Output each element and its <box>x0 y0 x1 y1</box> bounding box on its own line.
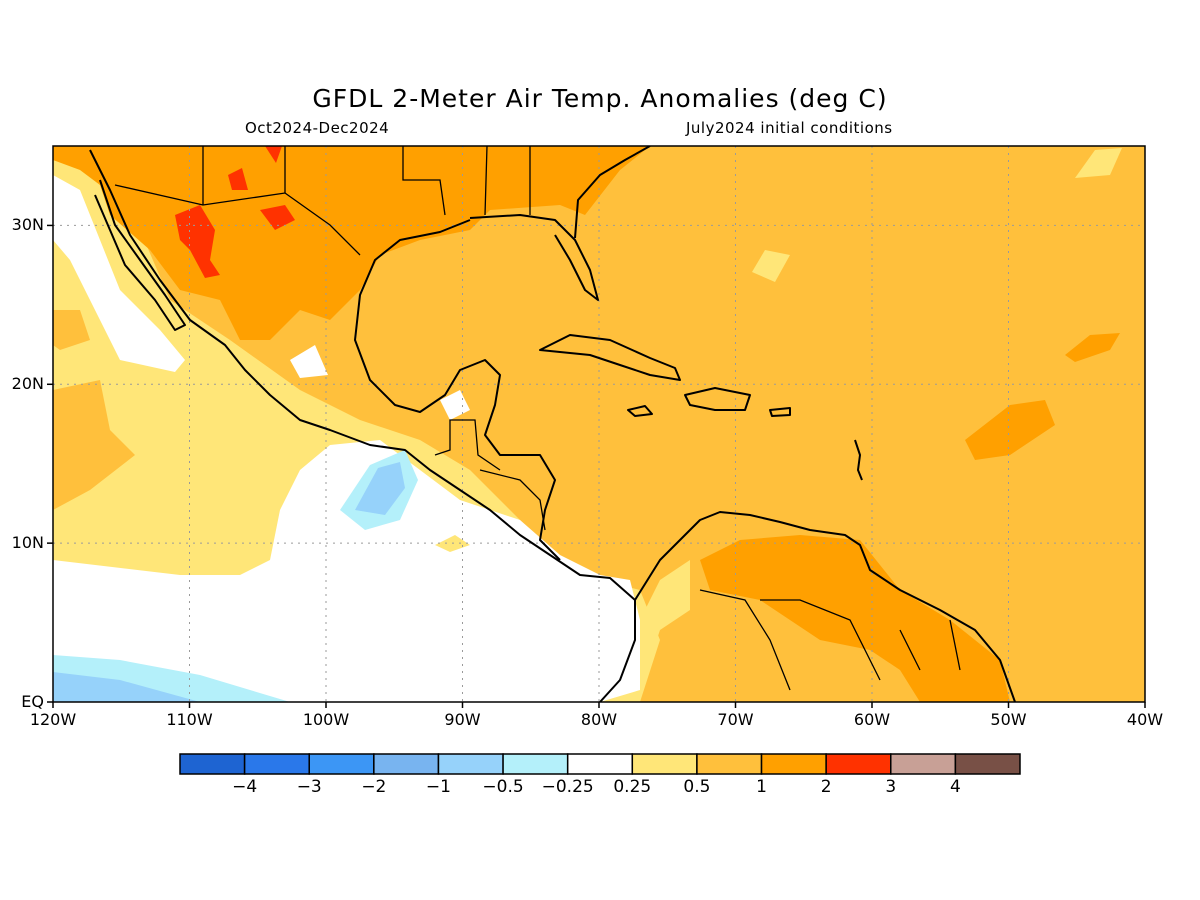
coast-mexico-pacific <box>89 149 636 702</box>
coast-puerto-rico <box>769 407 791 417</box>
lon-tick-label: 40W <box>1126 710 1164 729</box>
colorbar-label: 0.5 <box>683 777 711 797</box>
colorbar-swatch <box>373 753 440 775</box>
colorbar-label: 1 <box>756 777 767 797</box>
colorbar-label: −0.25 <box>541 777 594 797</box>
colorbar-swatch <box>954 753 1021 775</box>
anomaly-band-warm-south-america <box>700 535 1010 702</box>
colorbar-swatch <box>631 753 698 775</box>
border-guianas <box>899 619 961 671</box>
lat-tick-label: 10N <box>11 533 44 553</box>
lat-tick-label: 30N <box>11 215 44 235</box>
coast-florida <box>469 214 599 301</box>
anomaly-band-cool-eq <box>53 672 200 702</box>
anomaly-band-warm-atlantic-ne <box>1065 333 1120 362</box>
colorbar <box>179 753 1021 775</box>
coast-jamaica <box>627 405 653 417</box>
anomaly-band-slight-atlantic <box>752 250 790 282</box>
colorbar-swatch <box>502 753 569 775</box>
lon-tick-label: 60W <box>853 710 891 729</box>
colorbar-swatch <box>890 753 957 775</box>
forecast-period: Oct2024-Dec2024 <box>245 119 390 137</box>
colorbar-label: −4 <box>232 777 258 797</box>
colorbar-label: −2 <box>361 777 387 797</box>
lon-tick-label: 90W <box>444 710 481 729</box>
colorbar-swatch <box>825 753 892 775</box>
anomaly-band-neutral-baja <box>53 175 185 372</box>
lon-tick-label: 80W <box>580 710 618 729</box>
lon-tick-label: 120W <box>29 710 77 729</box>
colorbar-swatch <box>437 753 504 775</box>
border-colombia-venezuela <box>699 589 881 691</box>
map-title: GFDL 2-Meter Air Temp. Anomalies (deg C) <box>312 84 888 113</box>
anomaly-band-slight-colombia <box>600 560 690 702</box>
colorbar-swatch <box>760 753 827 775</box>
colorbar-label: 2 <box>820 777 832 797</box>
anomaly-band-neutral-pacific <box>53 440 640 702</box>
coast-baja <box>94 179 186 331</box>
border-us-states <box>202 146 531 216</box>
colorbar-label: 3 <box>885 777 897 797</box>
coast-lesser-antilles <box>854 439 863 481</box>
anomaly-band-very-warm-nm <box>228 168 248 190</box>
lat-tick-label: 20N <box>11 374 44 394</box>
anomaly-band-very-warm-sonora <box>175 205 220 278</box>
colorbar-label: 0.25 <box>613 777 652 797</box>
border-central-america <box>479 469 546 531</box>
anomaly-band-moderate-pacific-west <box>53 310 90 350</box>
anomaly-band-warm-atlantic <box>965 400 1055 460</box>
lon-tick-label: 110W <box>166 710 213 729</box>
lat-tick-label: EQ <box>21 692 44 711</box>
colorbar-swatch <box>243 753 310 775</box>
coast-us-atlantic <box>574 146 651 239</box>
anomaly-band-neutral-mexico <box>290 345 328 378</box>
graticule <box>53 146 1145 702</box>
anomaly-band-moderate-pacific-sw <box>53 380 135 510</box>
colorbar-swatch <box>696 753 763 775</box>
lon-tick-label: 100W <box>302 710 350 729</box>
anomaly-field <box>53 146 1145 702</box>
lon-tick-label: 50W <box>990 710 1027 729</box>
coast-south-america <box>634 511 1016 702</box>
coast-gulf-of-mexico <box>354 219 561 561</box>
colorbar-label: −3 <box>296 777 322 797</box>
coastlines <box>89 146 1016 702</box>
coast-cuba <box>539 334 681 381</box>
anomaly-band-very-warm-tx <box>265 146 282 163</box>
anomaly-band-very-warm-chihuahua <box>260 205 295 230</box>
colorbar-label: 4 <box>949 777 961 797</box>
colorbar-swatch <box>308 753 375 775</box>
borders <box>114 146 961 691</box>
lon-tick-label: 70W <box>717 710 754 729</box>
colorbar-swatch <box>179 753 246 775</box>
border-guatemala <box>434 419 501 471</box>
colorbar-label: −1 <box>425 777 451 797</box>
coast-hispaniola <box>684 387 751 411</box>
colorbar-swatch <box>566 753 634 775</box>
axis-ticks <box>47 224 1146 708</box>
initial-conditions: July2024 initial conditions <box>686 119 893 137</box>
anomaly-band-slight-atlantic-ne <box>1075 148 1122 178</box>
anomaly-band-warm-north <box>53 146 650 340</box>
colorbar-label: −0.5 <box>482 777 524 797</box>
anomaly-band-cool-gulf <box>355 462 405 515</box>
